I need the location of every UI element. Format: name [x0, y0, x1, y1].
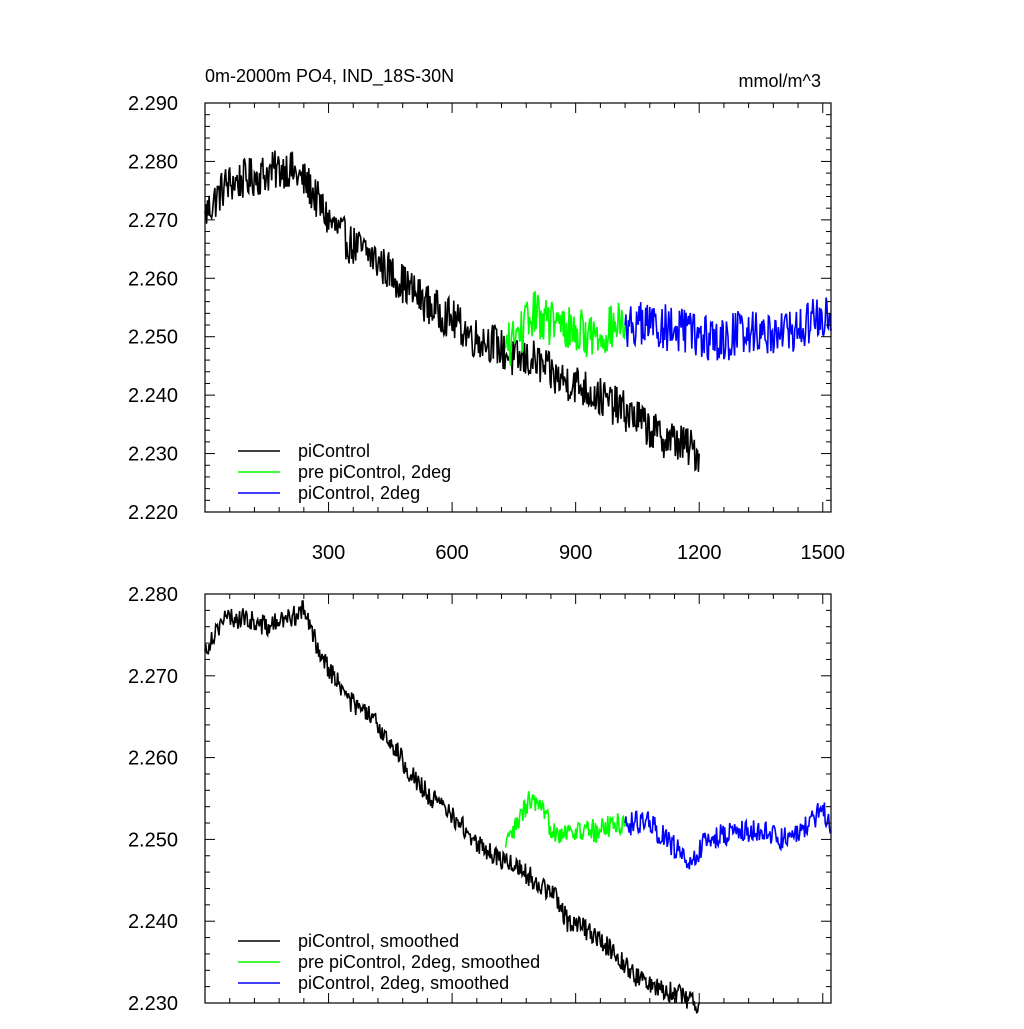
y-tick-label: 2.220	[128, 502, 178, 524]
legend-label: piControl, 2deg, smoothed	[298, 973, 509, 993]
series-line-picontrol-2deg	[624, 297, 832, 361]
y-tick-label: 2.260	[128, 748, 178, 770]
y-tick-label: 2.230	[128, 993, 178, 1015]
y-tick-label: 2.280	[128, 584, 178, 606]
legend-label: pre piControl, 2deg	[298, 462, 451, 482]
x-tick-label: 900	[559, 542, 592, 564]
x-tick-label: 1200	[677, 542, 722, 564]
legend-label: piControl, 2deg	[298, 483, 420, 503]
y-tick-label: 2.290	[128, 93, 178, 115]
y-tick-label: 2.260	[128, 268, 178, 290]
legend-label: piControl, smoothed	[298, 931, 459, 951]
bottom-panel: 2.230 2.240 2.250 2.260 2.270 2.280 piControl,…	[128, 584, 832, 1015]
series-line-picontrol	[204, 150, 700, 472]
y-tick-label: 2.250	[128, 327, 178, 349]
series-line-picontrol-2deg-smoothed	[624, 802, 832, 870]
y-tick-label: 2.230	[128, 444, 178, 466]
y-tick-label: 2.240	[128, 911, 178, 933]
series-line-pre-picontrol-2deg	[504, 291, 626, 366]
y-tick-label: 2.270	[128, 666, 178, 688]
y-tick-label: 2.250	[128, 829, 178, 851]
x-tick-label: 1500	[801, 542, 846, 564]
chart-title: 0m-2000m PO4, IND_18S-30N	[205, 66, 454, 87]
legend-label: pre piControl, 2deg, smoothed	[298, 952, 540, 972]
units-label: mmol/m^3	[739, 71, 821, 91]
y-tick-label: 2.240	[128, 385, 178, 407]
series-line-picontrol-smoothed	[204, 600, 700, 1014]
y-tick-label: 2.270	[128, 210, 178, 232]
legend-label: piControl	[298, 441, 370, 461]
x-tick-label: 600	[435, 542, 468, 564]
y-tick-label: 2.280	[128, 151, 178, 173]
series-line-pre-picontrol-2deg-smoothed	[504, 791, 626, 848]
plot-frame	[204, 593, 832, 1004]
top-panel: 2.220 2.230 2.240 2.250 2.260 2.270 2.280 2.290…	[128, 66, 845, 564]
x-tick-label: 300	[312, 542, 345, 564]
plot-frame	[204, 102, 832, 513]
